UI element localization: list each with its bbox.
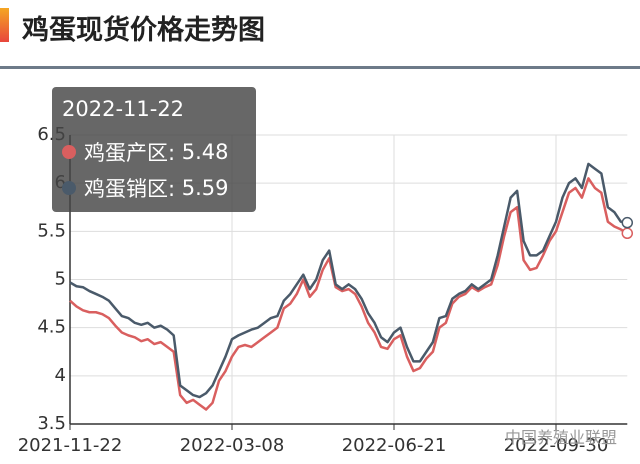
x-tick-label: 2021-11-22 — [18, 435, 123, 456]
y-tick-label: 3.5 — [37, 413, 66, 434]
tooltip-row: 鸡蛋产区5.48 — [62, 137, 229, 167]
x-tick-label: 2022-06-21 — [342, 435, 447, 456]
series-line — [69, 162, 628, 399]
y-tick-label: 4.5 — [37, 317, 66, 338]
legend-marker — [62, 181, 76, 195]
end-marker — [621, 216, 634, 229]
y-tick-label: 5 — [55, 269, 66, 290]
tooltip-value: 5.48 — [181, 140, 229, 164]
y-tick-label: 4 — [55, 365, 66, 386]
legend-marker — [62, 145, 76, 159]
legend-label: 鸡蛋产区 — [84, 137, 182, 167]
series-line — [69, 177, 628, 411]
x-tick-label: 2022-09-30 — [504, 435, 609, 456]
watermark: 中国养殖业联盟 — [505, 428, 618, 447]
tooltip: 2022-11-22 鸡蛋产区5.48 鸡蛋销区5.59 — [52, 87, 256, 212]
title-icon — [0, 8, 9, 42]
tooltip-value: 5.59 — [181, 176, 229, 200]
chart-title: 鸡蛋现货价格走势图 — [22, 15, 265, 46]
x-tick-label: 2022-03-08 — [180, 435, 285, 456]
tooltip-row: 鸡蛋销区5.59 — [62, 173, 229, 203]
divider — [0, 66, 640, 69]
tooltip-title: 2022-11-22 — [62, 97, 185, 121]
legend-label: 鸡蛋销区 — [84, 173, 182, 203]
y-tick-label: 5.5 — [37, 220, 66, 241]
end-marker — [621, 227, 634, 240]
